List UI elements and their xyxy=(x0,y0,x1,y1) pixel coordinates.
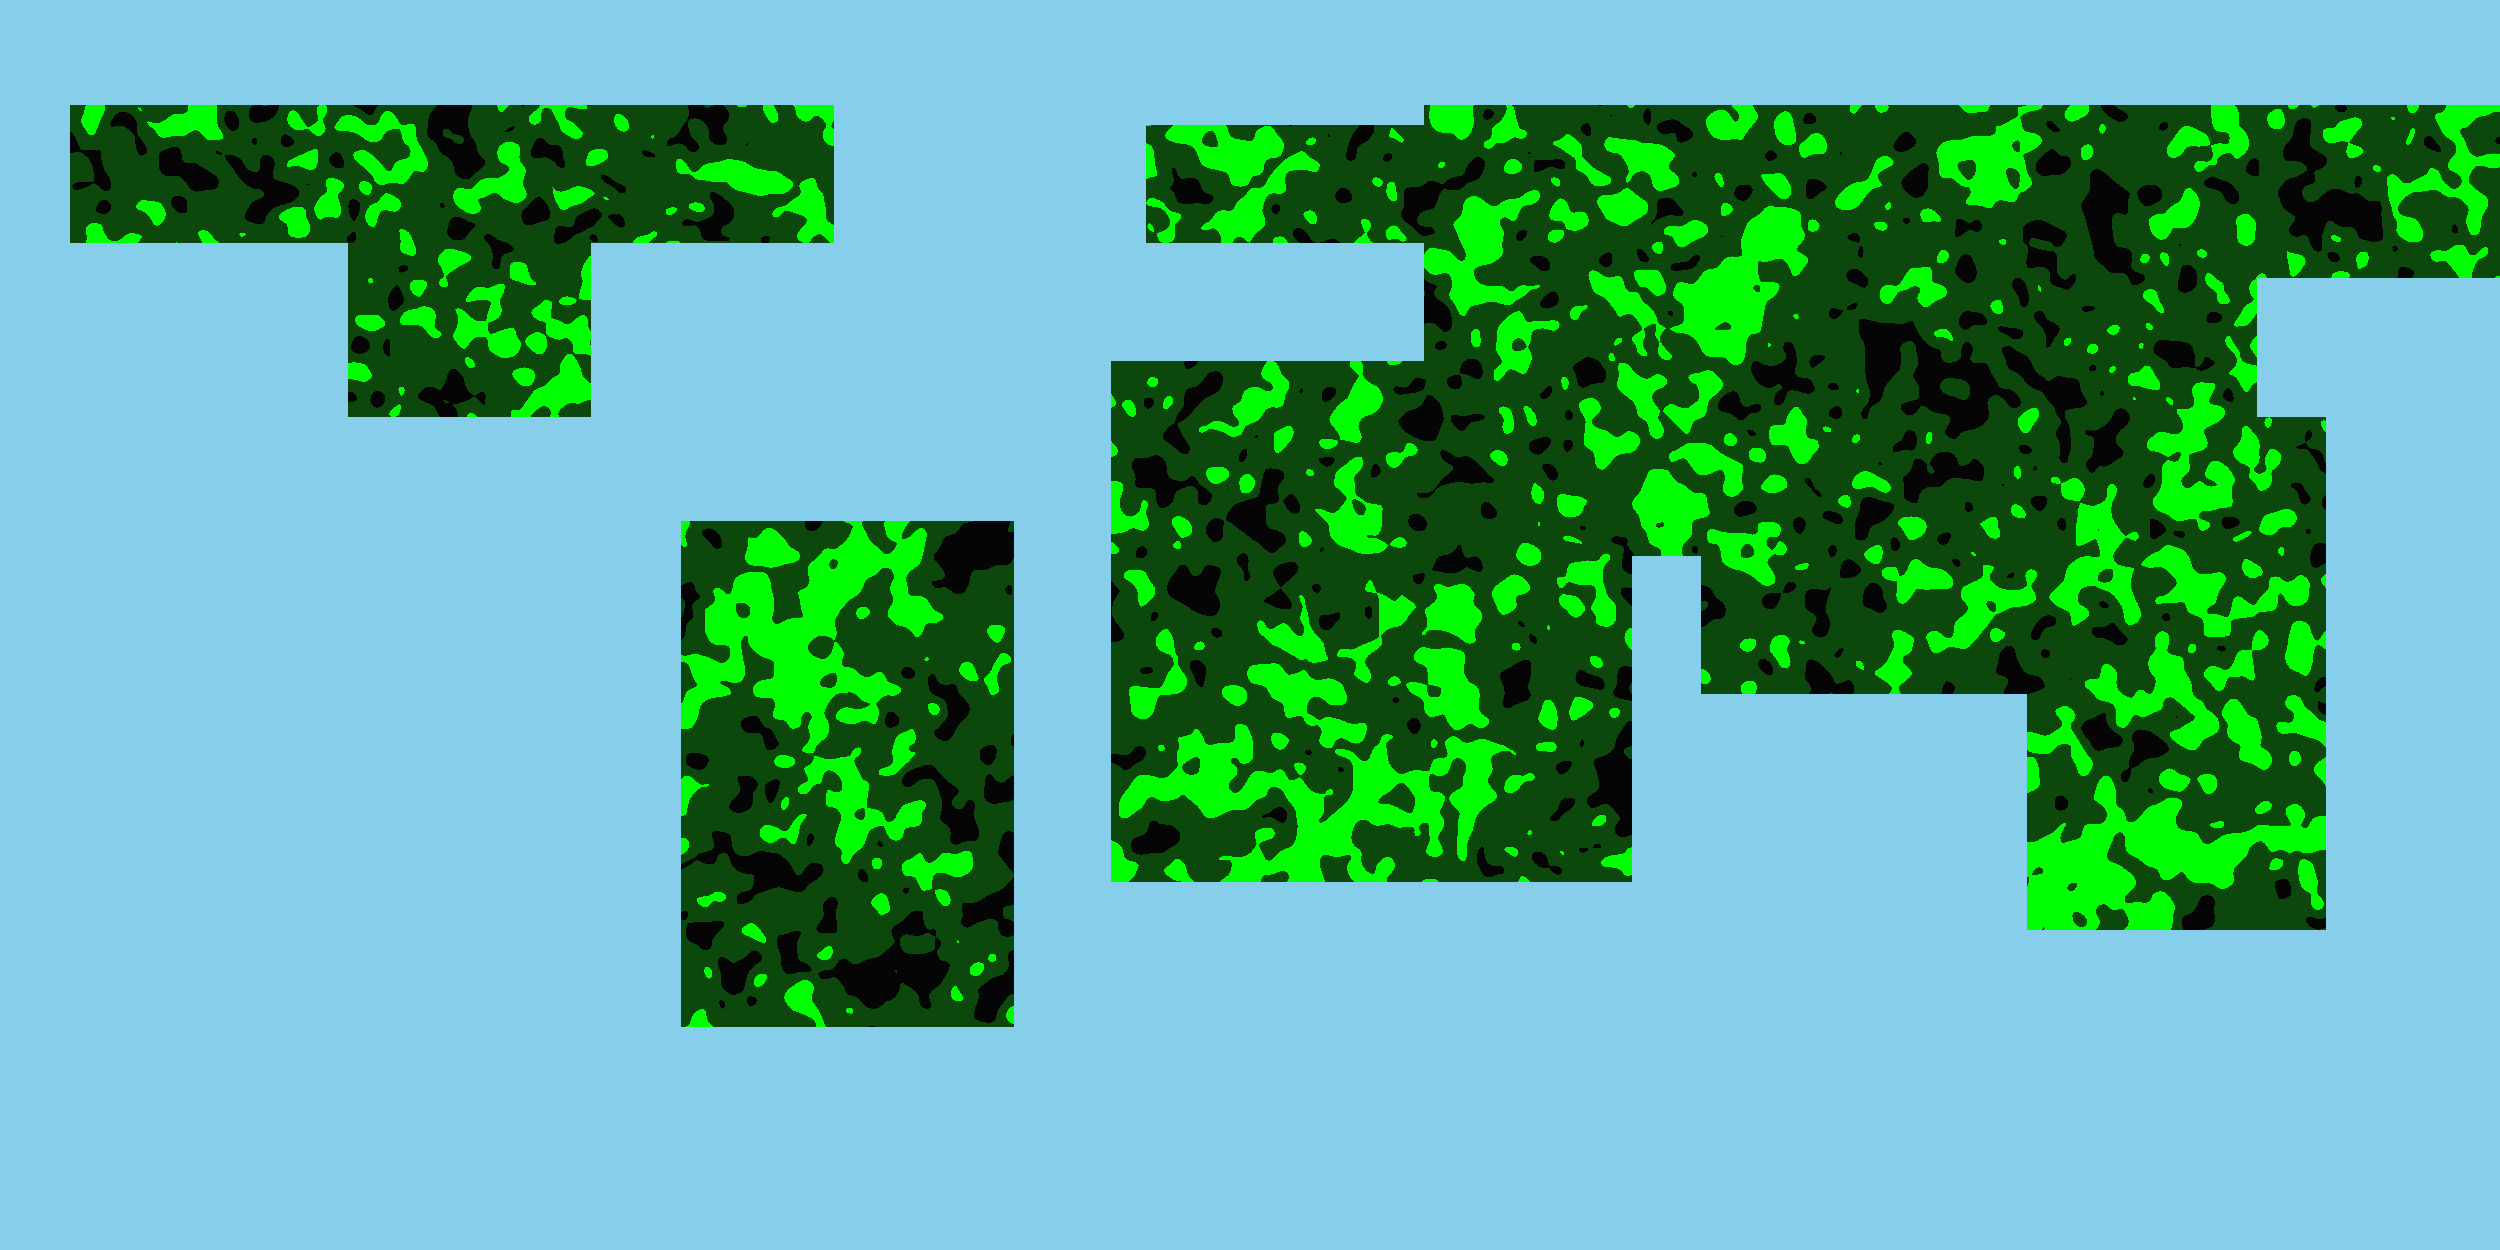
Polygon shape xyxy=(0,0,2500,1250)
